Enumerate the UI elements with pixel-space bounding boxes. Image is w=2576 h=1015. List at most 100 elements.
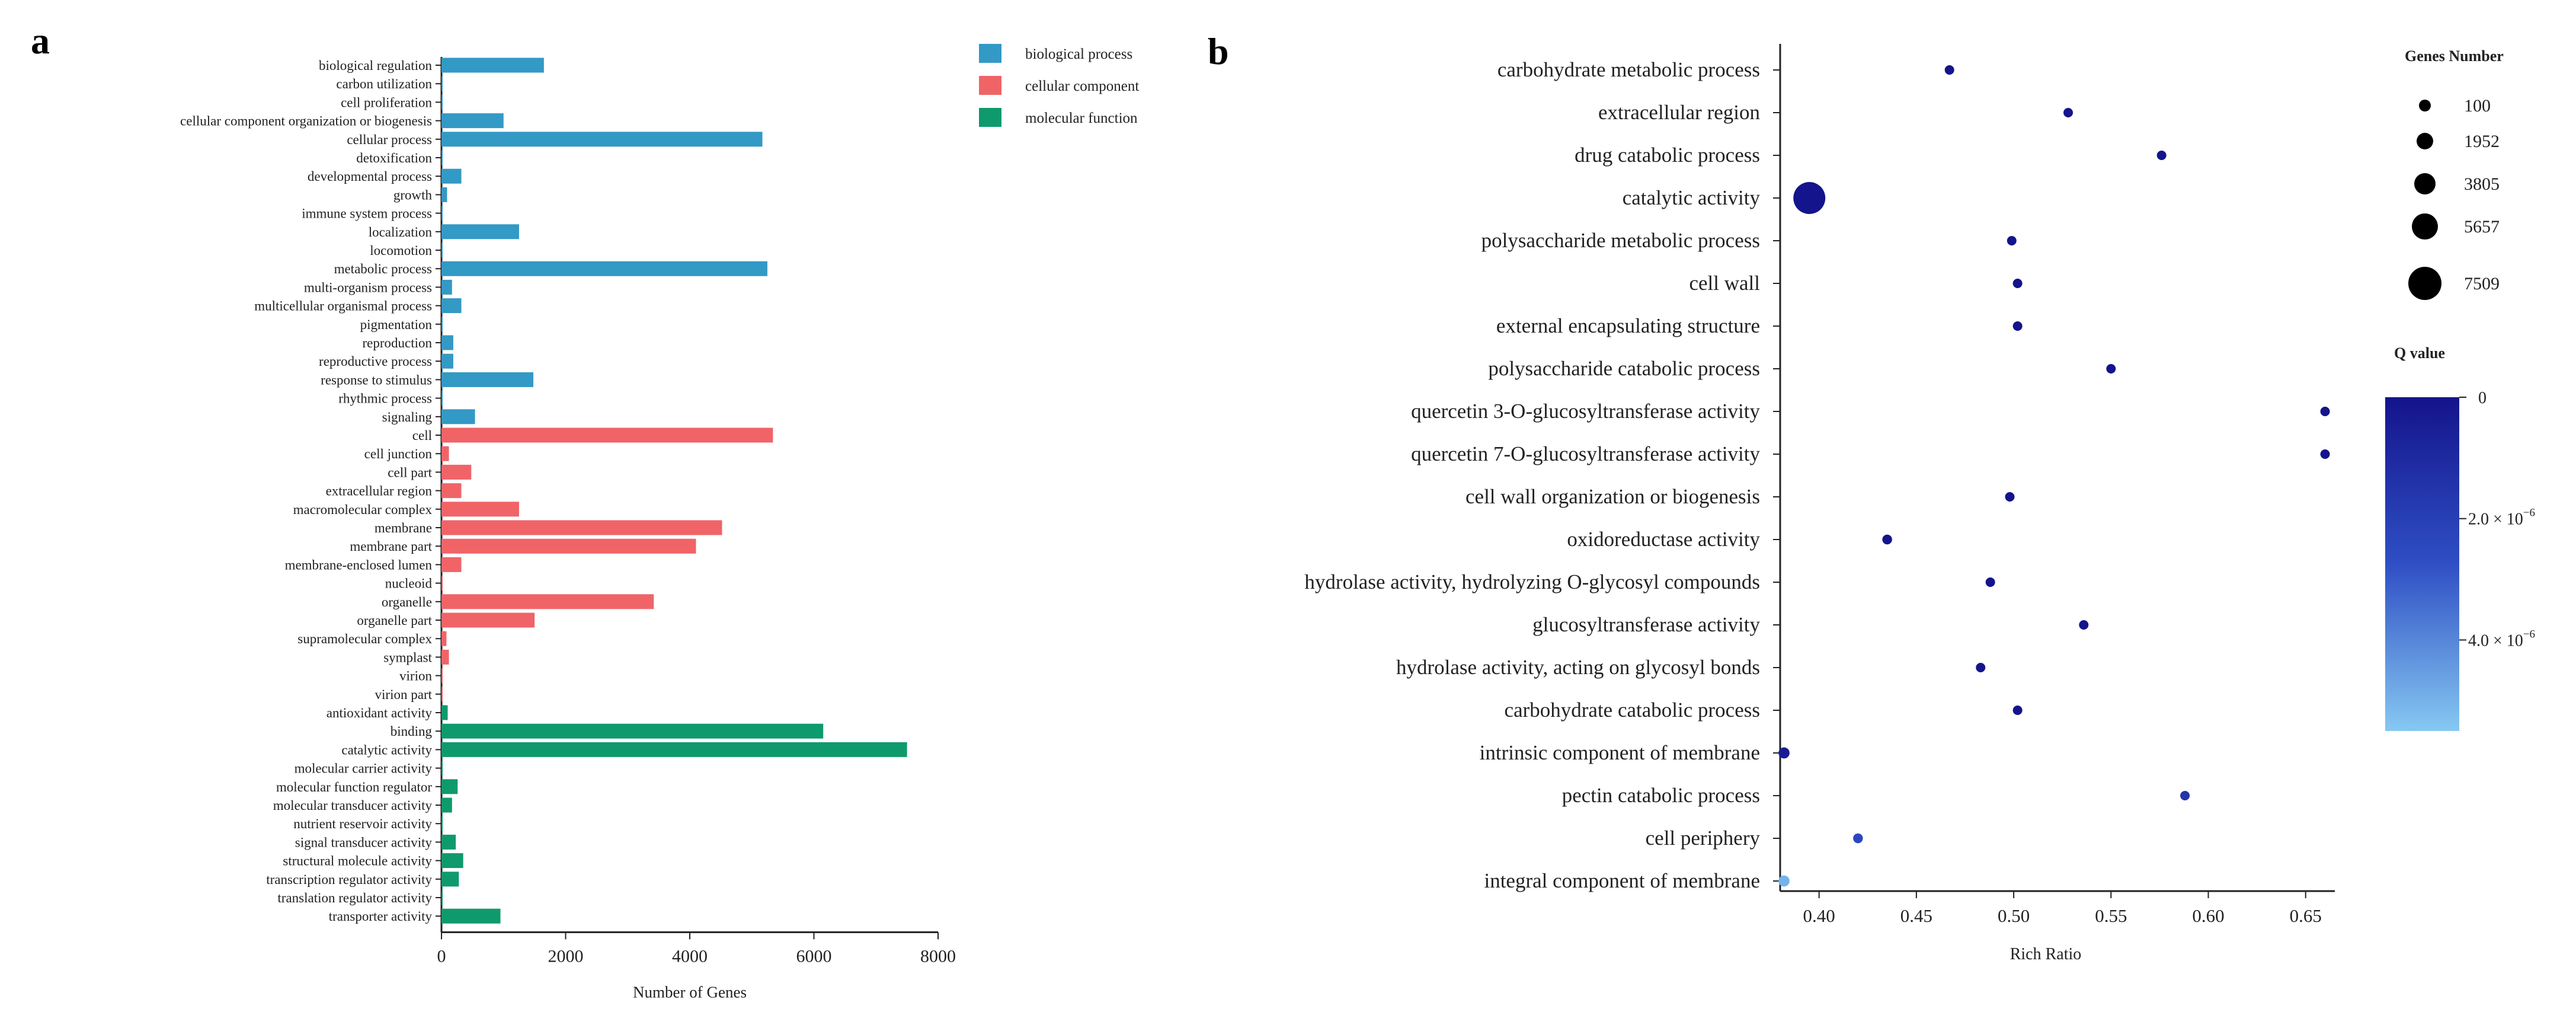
panel-b-colorbar-tick-label: 2.0 × 10−6 bbox=[2468, 507, 2535, 529]
panel-b-term-label: oxidoreductase activity bbox=[1567, 528, 1760, 551]
panel-a-bar bbox=[441, 298, 462, 314]
panel-a-category-label: multicellular organismal process bbox=[254, 299, 432, 314]
panel-a-bar bbox=[441, 520, 722, 535]
panel-a-category-label: reproductive process bbox=[319, 354, 432, 369]
panel-b-term-label: hydrolase activity, hydrolyzing O-glycos… bbox=[1304, 570, 1760, 593]
panel-a-bar bbox=[441, 872, 459, 887]
panel-a-bar bbox=[441, 113, 504, 129]
panel-b-term-label: cell wall organization or biogenesis bbox=[1465, 485, 1760, 508]
panel-a-category-label: symplast bbox=[383, 650, 432, 665]
panel-a-category-label: membrane part bbox=[350, 539, 432, 554]
panel-a-category-label: metabolic process bbox=[334, 261, 432, 276]
panel-a-category-label: molecular transducer activity bbox=[273, 798, 433, 813]
panel-a-x-tick-label: 8000 bbox=[920, 946, 956, 966]
panel-b-bubble bbox=[1944, 65, 1954, 75]
panel-a-category-label: cellular process bbox=[347, 132, 432, 147]
panel-a-bar bbox=[441, 483, 462, 499]
panel-a-bar bbox=[441, 335, 453, 350]
panel-a-category-label: catalytic activity bbox=[341, 742, 432, 757]
panel-a-bar bbox=[441, 834, 456, 850]
panel-a-category-label: immune system process bbox=[302, 206, 432, 221]
colorbar-tick-text: 2.0 × 10 bbox=[2468, 510, 2523, 529]
panel-a-bar bbox=[441, 446, 449, 461]
panel-b-term-label: extracellular region bbox=[1598, 101, 1760, 124]
panel-a-x-axis-title: Number of Genes bbox=[633, 983, 747, 1001]
panel-b-bubble bbox=[1976, 663, 1986, 672]
panel-b-x-tick-label: 0.45 bbox=[1900, 905, 1932, 926]
panel-b-size-legend-label: 5657 bbox=[2464, 217, 2500, 237]
panel-a-category-label: structural molecule activity bbox=[283, 854, 432, 869]
panel-b-x-tick-label: 0.55 bbox=[2095, 905, 2127, 926]
panel-b-bubble bbox=[1853, 833, 1863, 844]
panel-b-term-label: pectin catabolic process bbox=[1562, 784, 1760, 807]
panel-b-x-tick-label: 0.60 bbox=[2192, 905, 2224, 926]
panel-b-term-label: quercetin 7-O-glucosyltransferase activi… bbox=[1411, 442, 1760, 465]
panel-b-colorbar-tick-label: 0 bbox=[2478, 389, 2487, 407]
panel-a-bar bbox=[441, 261, 767, 276]
panel-b-size-legend-label: 7509 bbox=[2464, 274, 2500, 293]
panel-a-bar bbox=[441, 317, 443, 332]
panel-a-category-label: carbon utilization bbox=[336, 76, 432, 91]
panel-a-category-label: developmental process bbox=[308, 169, 432, 184]
panel-b-bubble bbox=[2063, 108, 2073, 117]
panel-a-category-label: localization bbox=[369, 225, 433, 240]
panel-b-x-tick-label: 0.40 bbox=[1803, 905, 1835, 926]
panel-a-bar bbox=[441, 464, 472, 480]
panel-a-category-label: molecular carrier activity bbox=[295, 761, 433, 776]
colorbar-tick-text: 4.0 × 10 bbox=[2468, 631, 2523, 650]
panel-a-category-label: cell bbox=[412, 428, 432, 443]
panel-a-x-tick-label: 2000 bbox=[548, 946, 584, 966]
panel-a-category-label: growth bbox=[393, 187, 433, 202]
panel-a-bar bbox=[441, 502, 519, 517]
panel-b-term-label: quercetin 3-O-glucosyltransferase activi… bbox=[1411, 400, 1760, 423]
panel-a-category-label: cell proliferation bbox=[341, 95, 432, 110]
panel-a-bar bbox=[441, 279, 452, 295]
panel-a-bar bbox=[441, 132, 763, 147]
panel-b-bubble bbox=[1778, 747, 1790, 759]
panel-a-bar bbox=[441, 76, 443, 91]
panel-b-term-label: cell periphery bbox=[1646, 826, 1761, 850]
panel-a-category-label: translation regulator activity bbox=[277, 890, 432, 905]
panel-a-category-label: detoxification bbox=[356, 151, 432, 165]
panel-b-bubble bbox=[1793, 182, 1826, 214]
panel-b-bubble bbox=[1778, 875, 1790, 887]
panel-b-bubble bbox=[2320, 407, 2330, 416]
panel-a-category-label: transporter activity bbox=[329, 909, 433, 924]
panel-a-bar bbox=[441, 742, 907, 757]
panel-a-bar bbox=[441, 168, 462, 184]
panel-a-bar bbox=[441, 409, 475, 424]
panel-a-bar bbox=[441, 649, 449, 665]
panel-a-category-label: macromolecular complex bbox=[293, 502, 433, 517]
panel-a-x-tick-label: 4000 bbox=[672, 946, 708, 966]
panel-a-bar bbox=[441, 427, 773, 443]
panel-a-category-label: molecular function regulator bbox=[276, 780, 432, 794]
panel-a-bar bbox=[441, 723, 824, 739]
panel-b-colorbar-tick-label: 4.0 × 10−6 bbox=[2468, 628, 2535, 650]
panel-a-category-label: supramolecular complex bbox=[297, 631, 432, 646]
panel-b-term-label: carbohydrate catabolic process bbox=[1505, 698, 1760, 722]
panel-b-x-tick-label: 0.50 bbox=[1998, 905, 2030, 926]
panel-a-legend-swatch bbox=[979, 108, 1001, 127]
panel-a-bar bbox=[441, 150, 443, 165]
panel-b-term-label: polysaccharide catabolic process bbox=[1488, 357, 1760, 380]
panel-a-category-label: biological regulation bbox=[319, 58, 432, 73]
panel-b-bubble bbox=[2079, 620, 2089, 630]
panel-b-bubble bbox=[2012, 706, 2023, 715]
panel-b-term-label: polysaccharide metabolic process bbox=[1481, 229, 1760, 252]
panel-a-bar bbox=[441, 187, 447, 202]
panel-a-bar bbox=[441, 761, 443, 776]
panel-a-bar bbox=[441, 668, 443, 684]
panel-a-category-label: pigmentation bbox=[360, 317, 433, 332]
panel-a-category-label: transcription regulator activity bbox=[266, 872, 432, 887]
panel-a-bar bbox=[441, 538, 696, 554]
panel-a-category-label: organelle bbox=[382, 595, 432, 609]
panel-a-legend-label: biological process bbox=[1025, 46, 1132, 62]
panel-a-bar-chart: biological regulation carbon utilization c… bbox=[180, 44, 1139, 1001]
panel-a-bar bbox=[441, 58, 544, 73]
panel-a-category-label: virion part bbox=[375, 687, 433, 702]
panel-a-category-label: organelle part bbox=[357, 613, 432, 628]
panel-b-x-tick-label: 0.65 bbox=[2290, 905, 2322, 926]
panel-a-bar bbox=[441, 687, 443, 702]
panel-a-category-label: response to stimulus bbox=[321, 372, 432, 387]
panel-a-x-tick-label: 0 bbox=[437, 946, 446, 966]
